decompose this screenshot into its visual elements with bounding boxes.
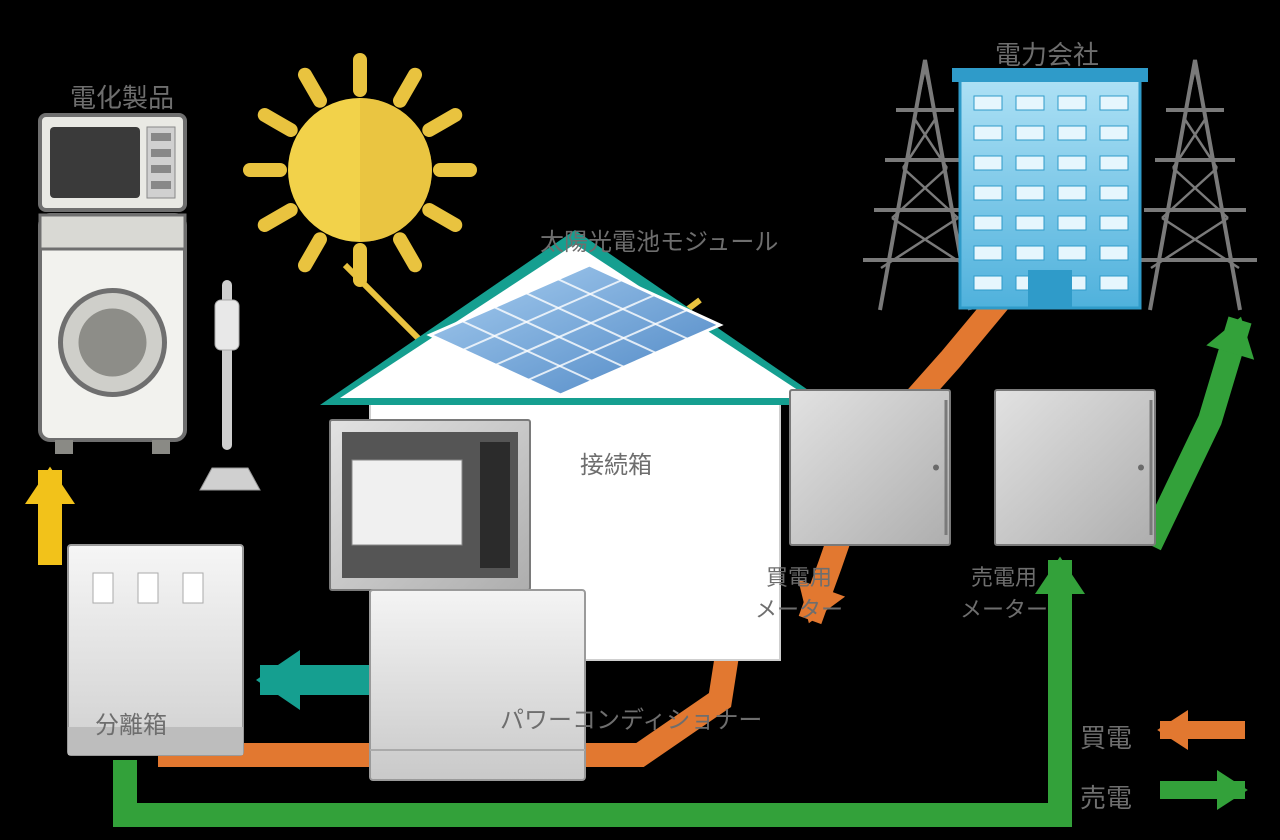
label-junctionBox: 接続箱 (580, 445, 652, 480)
label-powerCompany: 電力会社 (995, 35, 1099, 72)
label-legendSell: 売電 (1080, 778, 1132, 815)
label-conditioner: パワーコンディショナー (500, 700, 762, 735)
diagram-stage: 電化製品太陽光電池モジュール 電力会社接続箱買電用 メーター 売電用 メーター分離箱… (0, 0, 1280, 840)
label-appliances: 電化製品 (70, 78, 174, 115)
label-buyMeter: 買電用 メーター (755, 560, 843, 624)
label-legendBuy: 買電 (1080, 718, 1132, 755)
label-solarModule: 太陽光電池モジュール (540, 222, 778, 257)
label-distBox: 分離箱 (95, 705, 167, 740)
label-sellMeter: 売電用 メーター (960, 560, 1048, 624)
